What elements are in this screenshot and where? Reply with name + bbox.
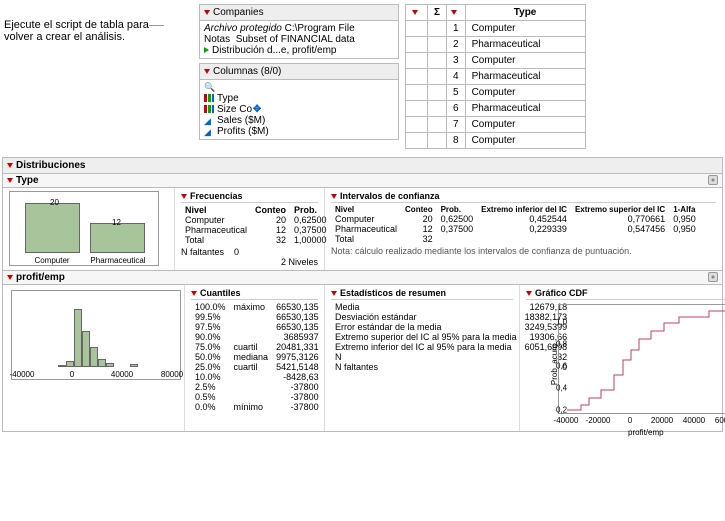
profit-histogram: -4000004000080000	[11, 290, 181, 380]
disclose-icon[interactable]	[204, 10, 210, 15]
quantiles-table: 100.0%máximo66530,13599.5%66530,13597.5%…	[191, 302, 323, 412]
disclose-icon[interactable]	[451, 10, 457, 15]
col-type[interactable]: Type	[204, 93, 394, 104]
disclose-icon[interactable]	[7, 275, 13, 280]
table-row[interactable]: 4Pharmaceutical	[406, 69, 586, 85]
cdf-chart	[558, 304, 725, 414]
disclose-icon[interactable]	[181, 194, 187, 199]
continuous-icon	[204, 127, 214, 135]
ci-table: NivelConteoProb.Extremo inferior del ICE…	[331, 205, 700, 244]
col-size[interactable]: Size Co✥	[204, 104, 394, 115]
disclose-icon[interactable]	[191, 291, 197, 296]
table-row[interactable]: 3Computer	[406, 53, 586, 69]
companies-title: Companies	[213, 7, 264, 18]
gear-icon[interactable]	[708, 272, 718, 282]
nominal-icon	[204, 105, 214, 113]
disclose-icon[interactable]	[204, 69, 210, 74]
script-run-icon[interactable]	[204, 47, 209, 53]
disclose-icon[interactable]	[7, 163, 13, 168]
columns-panel: Columnas (8/0) Type Size Co✥ Sales ($M) …	[199, 63, 399, 140]
table-row[interactable]: 2Pharmaceutical	[406, 37, 586, 53]
archivo-label: Archivo protegido	[204, 23, 282, 34]
col-sales[interactable]: Sales ($M)	[204, 115, 394, 126]
table-row[interactable]: 7Computer	[406, 117, 586, 133]
table-row[interactable]: 1Computer	[406, 21, 586, 37]
distribuciones-section: Distribuciones Type 20 12 Computer Pharm…	[2, 157, 723, 432]
table-row[interactable]: 6Pharmaceutical	[406, 101, 586, 117]
disclose-icon[interactable]	[412, 10, 418, 15]
disclose-icon[interactable]	[331, 291, 337, 296]
frequencies-table: NivelConteoProb.Computer200,62500Pharmac…	[181, 205, 331, 245]
instruction-note: Ejecute el script de tabla para volver a…	[4, 4, 199, 149]
notas-label: Notas	[204, 34, 230, 45]
type-header[interactable]: Type	[465, 5, 585, 21]
col-profits[interactable]: Profits ($M)	[204, 126, 394, 137]
table-row[interactable]: 5Computer	[406, 85, 586, 101]
plus-icon[interactable]: ✥	[252, 104, 262, 115]
type-data-table: ΣType 1Computer2Pharmaceutical3Computer4…	[405, 4, 586, 149]
script-name[interactable]: Distribución d...e, profit/emp	[212, 45, 337, 56]
table-row[interactable]: 8Computer	[406, 133, 586, 149]
disclose-icon[interactable]	[526, 291, 532, 296]
disclose-icon[interactable]	[331, 194, 337, 199]
disclose-icon[interactable]	[7, 178, 13, 183]
gear-icon[interactable]	[708, 175, 718, 185]
continuous-icon	[204, 116, 214, 124]
type-bar-chart: 20 12 Computer Pharmaceutical	[9, 191, 159, 266]
columns-title: Columnas (8/0)	[213, 66, 281, 77]
search-icon[interactable]	[204, 82, 394, 93]
nominal-icon	[204, 94, 214, 102]
companies-panel: Companies Archivo protegido C:\Program F…	[199, 4, 399, 59]
